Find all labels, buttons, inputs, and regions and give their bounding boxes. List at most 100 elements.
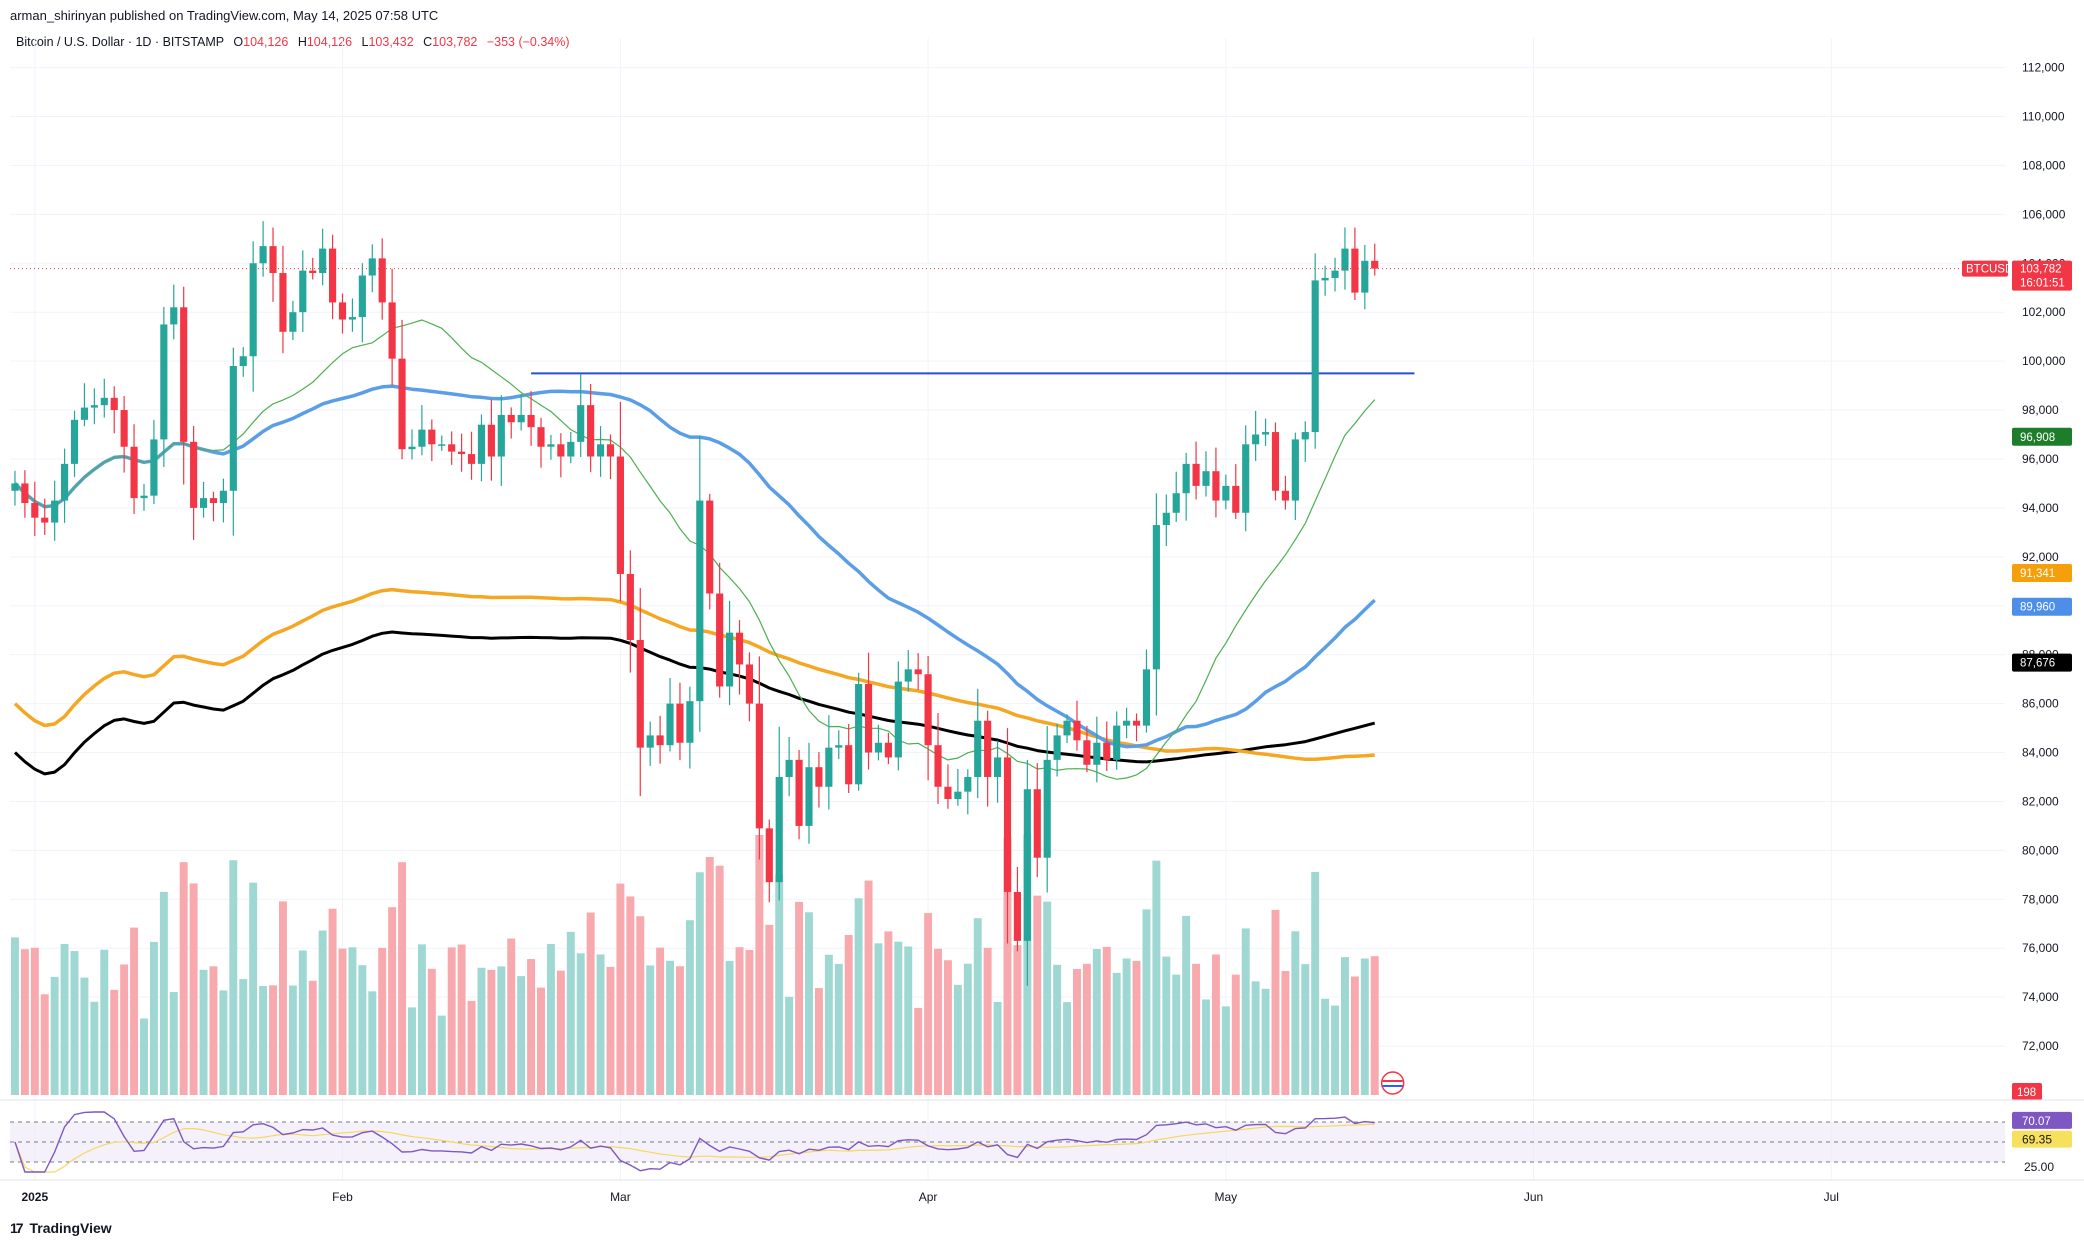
volume-bar (408, 1007, 416, 1095)
candle-body (974, 720, 982, 777)
candle-body (825, 747, 833, 787)
volume-bar (388, 907, 397, 1095)
volume-bar (556, 970, 565, 1095)
low-value: 103,432 (368, 35, 414, 49)
y-tick-label: 96,000 (2022, 452, 2059, 466)
candle-body (1222, 485, 1230, 501)
candle-body (100, 397, 108, 406)
candle-body (1192, 463, 1200, 486)
candle-body (1242, 444, 1250, 513)
volume-bar (298, 950, 307, 1095)
rsi-line (14, 1111, 1375, 1173)
volume-bar (60, 943, 69, 1095)
volume-bar (735, 947, 744, 1095)
volume-bar (417, 944, 426, 1095)
volume-bar (775, 875, 784, 1095)
candle-body (487, 424, 495, 457)
x-tick-label: Mar (610, 1190, 631, 1204)
y-tick-label: 78,000 (2022, 892, 2059, 906)
candle-body (1113, 725, 1121, 760)
x-tick-label: Apr (919, 1190, 938, 1204)
candle-body (517, 414, 525, 423)
volume-bar (1172, 974, 1181, 1095)
volume-bar (1211, 954, 1220, 1095)
volume-bar (824, 954, 833, 1095)
candle-body (735, 632, 744, 665)
price-tag-value: 91,341 (2020, 568, 2055, 580)
volume-tag-value: 198 (2017, 1087, 2036, 1099)
candle-body (428, 429, 436, 445)
candle-body (775, 776, 783, 883)
candle-body (904, 669, 912, 682)
candle-body (458, 451, 466, 455)
sma-black-line (13, 630, 1376, 776)
x-tick-label: Jul (1824, 1190, 1839, 1204)
volume-bar (497, 966, 506, 1095)
volume-bar (1013, 945, 1022, 1095)
candle-body (964, 776, 972, 792)
candle-body (745, 664, 754, 704)
volume-bar (1311, 871, 1320, 1095)
volume-bar (1073, 968, 1081, 1095)
candle-body (338, 302, 347, 320)
volume-bar (884, 931, 893, 1095)
volume-bar (1053, 964, 1062, 1095)
volume-bar (1360, 958, 1369, 1095)
candle-body (348, 317, 356, 320)
candle-body (984, 720, 992, 777)
y-tick-label: 84,000 (2022, 746, 2059, 760)
rsi-current-tag-bg (2012, 1111, 2072, 1129)
candle-body (378, 258, 386, 303)
volume-bar (338, 948, 347, 1095)
y-tick-label: 74,000 (2022, 990, 2059, 1004)
volume-bar (1321, 998, 1330, 1095)
rsi-ma-tag-bg (2012, 1130, 2072, 1148)
candle-body (994, 757, 1002, 777)
volume-bar (1221, 1006, 1230, 1095)
candle-body (726, 632, 734, 687)
candle-body (1271, 432, 1280, 491)
volume-bar (1092, 948, 1101, 1095)
candle-body (11, 483, 19, 491)
candle-body (934, 745, 942, 787)
volume-bar (30, 947, 39, 1095)
symbol-legend[interactable]: Bitcoin / U.S. Dollar · 1D · BITSTAMP O1… (16, 35, 570, 49)
volume-bar (616, 883, 625, 1095)
y-tick-label: 112,000 (2022, 61, 2065, 75)
volume-bar (1102, 946, 1111, 1095)
candle-body (358, 275, 366, 318)
tradingview-brand[interactable]: 17 TradingView (10, 1220, 112, 1236)
candle-body (1281, 490, 1289, 501)
candle-body (924, 674, 932, 746)
candle-body (845, 745, 853, 785)
tradingview-logo-icon: 17 (10, 1220, 24, 1236)
price-tag-value: 89,960 (2020, 602, 2055, 614)
candle-body (636, 639, 644, 748)
volume-bar (586, 912, 595, 1095)
close-value: 103,782 (432, 35, 478, 49)
volume-bar (1132, 960, 1141, 1095)
brand-name: TradingView (29, 1220, 112, 1236)
candle-body (329, 248, 337, 303)
us-flag-event-icon (1380, 1071, 1405, 1095)
candle-body (418, 429, 426, 447)
candle-body (864, 684, 873, 753)
candle-body (587, 405, 595, 457)
y-tick-label: 82,000 (2022, 794, 2059, 808)
candle-body (805, 767, 813, 826)
volume-bar (447, 947, 456, 1095)
candle-body (1152, 525, 1160, 670)
candle-body (1083, 740, 1091, 765)
candle-body (1252, 434, 1260, 445)
volume-bar (378, 947, 387, 1095)
volume-bar (457, 944, 466, 1095)
candle-body (954, 791, 962, 800)
volume-bar (1152, 860, 1161, 1095)
rsi-ma-value: 69.35 (2022, 1133, 2052, 1147)
candle-body (1331, 270, 1339, 278)
volume-bar (626, 896, 635, 1095)
candle-body (1073, 720, 1081, 741)
y-tick-label: 102,000 (2022, 305, 2066, 319)
